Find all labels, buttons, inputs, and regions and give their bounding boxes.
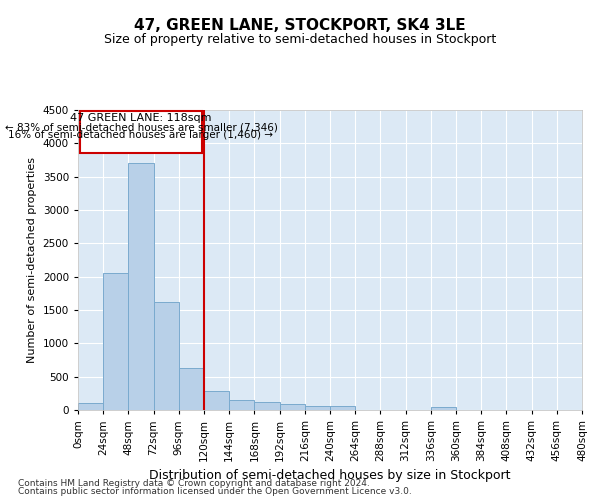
Bar (254, 402, 280, 410)
Bar (229, 400, 254, 410)
Y-axis label: Number of semi-detached properties: Number of semi-detached properties (27, 157, 37, 363)
Bar (128, 164, 154, 410)
Text: 47, GREEN LANE, STOCKPORT, SK4 3LE: 47, GREEN LANE, STOCKPORT, SK4 3LE (134, 18, 466, 32)
Bar (305, 406, 330, 410)
Text: 47 GREEN LANE: 118sqm: 47 GREEN LANE: 118sqm (70, 114, 212, 124)
Bar (103, 272, 128, 410)
Text: Size of property relative to semi-detached houses in Stockport: Size of property relative to semi-detach… (104, 32, 496, 46)
Bar (78, 404, 103, 410)
Text: 16% of semi-detached houses are larger (1,460) →: 16% of semi-detached houses are larger (… (8, 130, 274, 140)
Text: ← 83% of semi-detached houses are smaller (7,346): ← 83% of semi-detached houses are smalle… (5, 122, 277, 132)
Text: Contains public sector information licensed under the Open Government Licence v3: Contains public sector information licen… (18, 487, 412, 496)
Bar (330, 406, 355, 410)
FancyBboxPatch shape (80, 112, 202, 152)
Bar (280, 404, 305, 410)
Bar (154, 302, 179, 410)
Bar (204, 390, 229, 410)
X-axis label: Distribution of semi-detached houses by size in Stockport: Distribution of semi-detached houses by … (149, 470, 511, 482)
Bar (431, 408, 456, 410)
Bar (179, 368, 204, 410)
Text: Contains HM Land Registry data © Crown copyright and database right 2024.: Contains HM Land Registry data © Crown c… (18, 478, 370, 488)
